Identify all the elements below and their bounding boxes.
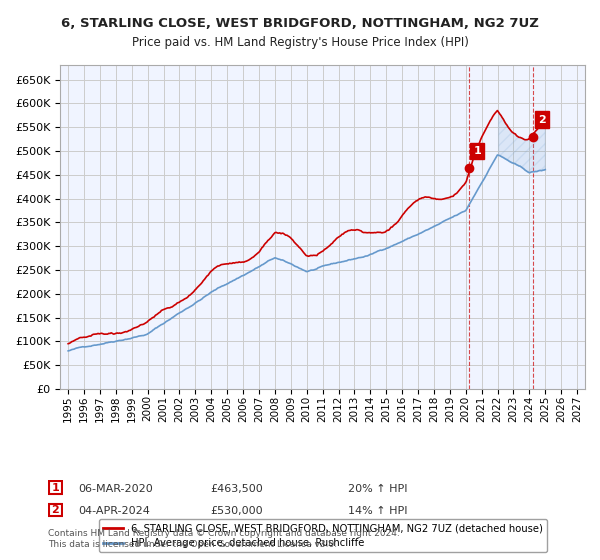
- Text: 2: 2: [538, 114, 546, 124]
- Text: 06-MAR-2020: 06-MAR-2020: [78, 484, 153, 494]
- Text: 1: 1: [473, 146, 481, 156]
- Text: £530,000: £530,000: [210, 506, 263, 516]
- Text: 6, STARLING CLOSE, WEST BRIDGFORD, NOTTINGHAM, NG2 7UZ: 6, STARLING CLOSE, WEST BRIDGFORD, NOTTI…: [61, 17, 539, 30]
- Text: 04-APR-2024: 04-APR-2024: [78, 506, 150, 516]
- Text: £463,500: £463,500: [210, 484, 263, 494]
- FancyBboxPatch shape: [49, 482, 62, 494]
- FancyBboxPatch shape: [49, 504, 62, 516]
- Legend: 6, STARLING CLOSE, WEST BRIDGFORD, NOTTINGHAM, NG2 7UZ (detached house), HPI: Av: 6, STARLING CLOSE, WEST BRIDGFORD, NOTTI…: [98, 519, 547, 552]
- Text: 2: 2: [52, 505, 59, 515]
- Text: 1: 1: [52, 483, 59, 493]
- Text: Contains HM Land Registry data © Crown copyright and database right 2024.
This d: Contains HM Land Registry data © Crown c…: [48, 529, 400, 549]
- Text: 20% ↑ HPI: 20% ↑ HPI: [348, 484, 407, 494]
- Text: Price paid vs. HM Land Registry's House Price Index (HPI): Price paid vs. HM Land Registry's House …: [131, 36, 469, 49]
- Text: 14% ↑ HPI: 14% ↑ HPI: [348, 506, 407, 516]
